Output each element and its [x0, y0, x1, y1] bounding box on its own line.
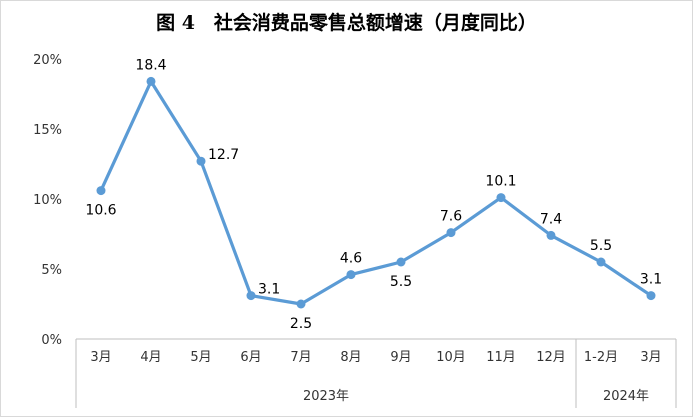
x-tick-label: 4月: [140, 350, 161, 365]
x-tick-label: 3月: [640, 350, 661, 365]
chart-title: 图 4 社会消费品零售总额增速（月度同比）: [156, 12, 537, 34]
data-point: [146, 76, 156, 86]
data-label: 12.7: [208, 147, 239, 163]
data-label: 7.4: [540, 211, 562, 227]
data-point: [446, 228, 456, 238]
data-label: 5.5: [390, 274, 412, 290]
data-label: 10.6: [85, 203, 116, 219]
x-tick-label: 12月: [536, 350, 566, 365]
x-tick-label: 11月: [486, 350, 516, 365]
data-point: [546, 230, 556, 240]
data-label: 3.1: [258, 282, 280, 298]
x-tick-label: 1-2月: [584, 350, 618, 365]
x-tick-label: 10月: [436, 350, 466, 365]
series-line: [99, 79, 653, 306]
data-point: [596, 257, 606, 267]
y-tick-label: 15%: [33, 123, 62, 138]
x-tick-label: 5月: [190, 350, 211, 365]
x-tick-label: 3月: [90, 350, 111, 365]
data-label: 10.1: [485, 174, 516, 190]
x-group-label: 2024年: [603, 389, 649, 404]
data-label: 4.6: [340, 251, 362, 267]
data-point: [96, 186, 106, 196]
x-tick-label: 8月: [340, 350, 361, 365]
y-tick-label: 10%: [33, 193, 62, 208]
data-point: [396, 257, 406, 267]
data-point: [496, 193, 506, 203]
data-label: 5.5: [590, 238, 612, 254]
data-label: 2.5: [290, 316, 312, 332]
data-point: [346, 270, 356, 280]
x-group-label: 2023年: [303, 389, 349, 404]
data-point: [296, 299, 306, 309]
x-tick-label: 6月: [240, 350, 261, 365]
y-tick-label: 20%: [33, 53, 62, 68]
y-tick-label: 5%: [41, 263, 62, 278]
data-point: [646, 291, 656, 301]
y-tick-label: 0%: [41, 333, 62, 348]
data-point: [196, 156, 206, 166]
data-point: [246, 291, 256, 301]
data-label: 7.6: [440, 209, 462, 225]
data-label: 3.1: [640, 272, 662, 288]
x-tick-label: 9月: [390, 350, 411, 365]
data-label: 18.4: [135, 57, 166, 73]
x-tick-label: 7月: [290, 350, 311, 365]
